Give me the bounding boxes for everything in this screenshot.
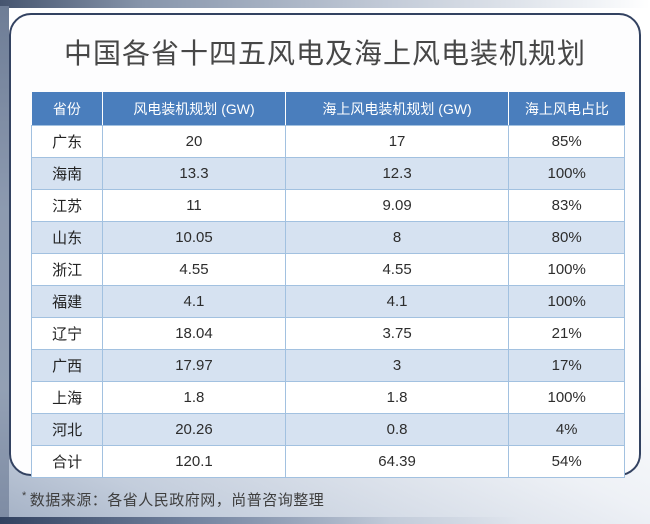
table-body: 广东 20 17 85% 海南 13.3 12.3 100% 江苏 11 9.09 83% 山东 10.0… bbox=[30, 125, 625, 478]
page-bottom-shadow-decoration bbox=[0, 517, 650, 524]
value-cell: 4.55 bbox=[284, 253, 510, 286]
value-cell: 0.8 bbox=[284, 413, 510, 446]
value-cell: 20.26 bbox=[102, 413, 286, 446]
data-table-container: 省份 风电装机规划 (GW) 海上风电装机规划 (GW) 海上风电占比 广东 20 17 8… bbox=[30, 92, 625, 478]
footnote-text: 数据来源：各省人民政府网，尚普咨询整理 bbox=[29, 492, 325, 509]
province-cell: 河北 bbox=[30, 413, 104, 446]
value-cell: 54% bbox=[508, 445, 625, 478]
value-cell: 100% bbox=[508, 157, 625, 190]
table-row: 山东 10.05 8 80% bbox=[30, 221, 625, 254]
value-cell: 17% bbox=[508, 349, 625, 382]
value-cell: 10.05 bbox=[102, 221, 286, 254]
province-cell: 上海 bbox=[30, 381, 104, 414]
column-header-3: 海上风电占比 bbox=[508, 92, 625, 126]
province-cell: 福建 bbox=[30, 285, 104, 318]
province-cell: 浙江 bbox=[30, 253, 104, 286]
value-cell: 8 bbox=[284, 221, 510, 254]
page-left-edge-decoration bbox=[0, 6, 9, 518]
value-cell: 80% bbox=[508, 221, 625, 254]
value-cell: 4.55 bbox=[102, 253, 286, 286]
value-cell: 1.8 bbox=[284, 381, 510, 414]
province-cell: 广东 bbox=[30, 125, 104, 158]
value-cell: 18.04 bbox=[102, 317, 286, 350]
province-cell: 辽宁 bbox=[30, 317, 104, 350]
table-row: 河北 20.26 0.8 4% bbox=[30, 413, 625, 446]
table-card: 中国各省十四五风电及海上风电装机规划 省份 风电装机规划 (GW) 海上风电装机规划… bbox=[9, 13, 641, 478]
data-source-footnote: * 数据来源：各省人民政府网，尚普咨询整理 bbox=[22, 489, 324, 510]
table-row: 合计 120.1 64.39 54% bbox=[30, 445, 625, 478]
table-row: 上海 1.8 1.8 100% bbox=[30, 381, 625, 414]
value-cell: 100% bbox=[508, 381, 625, 414]
table-row: 海南 13.3 12.3 100% bbox=[30, 157, 625, 190]
value-cell: 13.3 bbox=[102, 157, 286, 190]
value-cell: 9.09 bbox=[284, 189, 510, 222]
value-cell: 11 bbox=[102, 189, 286, 222]
table-row: 广西 17.97 3 17% bbox=[30, 349, 625, 382]
value-cell: 85% bbox=[508, 125, 625, 158]
table-row: 浙江 4.55 4.55 100% bbox=[30, 253, 625, 286]
value-cell: 64.39 bbox=[284, 445, 510, 478]
page-top-edge-decoration bbox=[0, 0, 650, 8]
value-cell: 21% bbox=[508, 317, 625, 350]
value-cell: 17.97 bbox=[102, 349, 286, 382]
wind-power-table: 省份 风电装机规划 (GW) 海上风电装机规划 (GW) 海上风电占比 广东 20 17 8… bbox=[30, 92, 625, 478]
province-cell: 山东 bbox=[30, 221, 104, 254]
province-cell: 合计 bbox=[30, 445, 104, 478]
value-cell: 83% bbox=[508, 189, 625, 222]
page-title: 中国各省十四五风电及海上风电装机规划 bbox=[63, 38, 586, 69]
province-cell: 海南 bbox=[30, 157, 104, 190]
table-header-row: 省份 风电装机规划 (GW) 海上风电装机规划 (GW) 海上风电占比 bbox=[31, 92, 625, 126]
value-cell: 3.75 bbox=[284, 317, 510, 350]
column-header-0: 省份 bbox=[31, 92, 104, 126]
column-header-1: 风电装机规划 (GW) bbox=[102, 92, 286, 126]
value-cell: 12.3 bbox=[284, 157, 510, 190]
value-cell: 17 bbox=[284, 125, 510, 158]
table-row: 广东 20 17 85% bbox=[30, 125, 625, 158]
value-cell: 3 bbox=[284, 349, 510, 382]
value-cell: 1.8 bbox=[102, 381, 286, 414]
footnote-asterisk: * bbox=[22, 490, 27, 502]
value-cell: 120.1 bbox=[102, 445, 286, 478]
value-cell: 100% bbox=[508, 285, 625, 318]
province-cell: 江苏 bbox=[30, 189, 104, 222]
value-cell: 100% bbox=[508, 253, 625, 286]
table-row: 福建 4.1 4.1 100% bbox=[30, 285, 625, 318]
province-cell: 广西 bbox=[30, 349, 104, 382]
value-cell: 20 bbox=[102, 125, 286, 158]
value-cell: 4% bbox=[508, 413, 625, 446]
value-cell: 4.1 bbox=[102, 285, 286, 318]
table-row: 江苏 11 9.09 83% bbox=[30, 189, 625, 222]
table-row: 辽宁 18.04 3.75 21% bbox=[30, 317, 625, 350]
value-cell: 4.1 bbox=[284, 285, 510, 318]
column-header-2: 海上风电装机规划 (GW) bbox=[285, 92, 510, 126]
